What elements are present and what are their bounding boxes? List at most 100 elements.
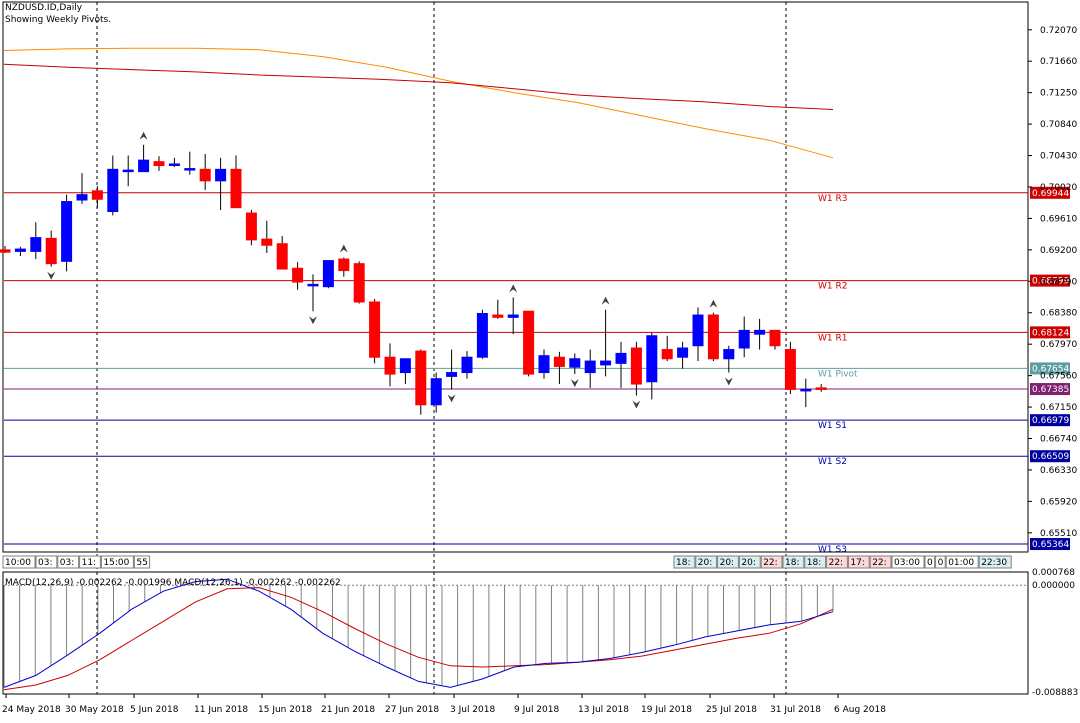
fractal-up-arrow <box>339 244 348 253</box>
macd-signal-line <box>3 587 834 691</box>
candle-body <box>369 301 381 358</box>
candle-body <box>461 356 473 374</box>
candle-body <box>153 161 165 167</box>
fractal-down-arrow <box>447 394 456 403</box>
time-tick-label: 31 Jul 2018 <box>770 705 821 715</box>
price-tick-label: 0.66740 <box>1040 435 1077 445</box>
price-tag <box>1030 362 1070 375</box>
session-box <box>935 555 946 569</box>
price-tick-label: 0.70020 <box>1040 183 1077 193</box>
session-box-label: 20: <box>720 558 734 568</box>
candle-body <box>661 349 673 360</box>
price-tag-value: 0.66979 <box>1032 416 1069 426</box>
price-tag <box>1030 450 1070 463</box>
price-tag-value: 0.68799 <box>1032 277 1069 287</box>
session-box <box>978 555 1012 569</box>
price-tick-label: 0.65510 <box>1040 529 1077 539</box>
main-frame <box>2 1 1029 553</box>
candle-body <box>754 329 766 335</box>
candle-body <box>415 350 427 406</box>
session-box <box>869 555 892 569</box>
time-tick-label: 9 Jul 2018 <box>514 705 559 715</box>
session-box-label: 18: <box>676 558 690 568</box>
symbol-title: NZDUSD.ID,Daily <box>5 3 83 13</box>
time-tick-label: 5 Jun 2018 <box>130 705 179 715</box>
fractal-up-arrow <box>709 299 718 308</box>
candle-body <box>14 248 26 252</box>
ma-slow-line <box>3 63 834 110</box>
session-box <box>673 555 696 569</box>
candle-body <box>399 358 411 374</box>
session-box <box>847 555 870 569</box>
session-box <box>891 555 925 569</box>
candles <box>0 144 827 415</box>
price-tick-label: 0.67560 <box>1040 372 1077 382</box>
session-box-label: 0 <box>938 558 944 568</box>
ma-fast-line <box>3 47 834 159</box>
candle-body <box>815 387 827 390</box>
session-box <box>133 555 151 569</box>
candle-body <box>230 168 242 209</box>
session-box <box>804 555 827 569</box>
candle-body <box>292 267 304 283</box>
pivot-label: W1 S2 <box>818 457 847 467</box>
price-tick-label: 0.70430 <box>1040 152 1077 162</box>
price-tag <box>1030 326 1070 339</box>
macd-tick-label: 0.000000 <box>1032 581 1075 591</box>
time-tick-label: 24 May 2018 <box>2 705 61 715</box>
session-box <box>695 555 718 569</box>
session-box-label: 01:00 <box>948 558 974 568</box>
session-box-label: 17: <box>850 558 864 568</box>
price-tick-label: 0.68380 <box>1040 309 1077 319</box>
candle-body <box>476 313 488 358</box>
price-tag <box>1030 274 1070 287</box>
price-tag-value: 0.67654 <box>1032 364 1069 374</box>
price-axis: 0.72070 0.71660 0.71250 0.70840 0.70430 0.700… <box>1028 26 1077 539</box>
candle-body <box>122 169 134 173</box>
candle-body <box>307 283 319 287</box>
session-box-label: 22: <box>763 558 777 568</box>
price-tick-label: 0.67150 <box>1040 403 1077 413</box>
time-tick-label: 21 Jun 2018 <box>321 705 375 715</box>
session-box-label: 0 <box>927 558 933 568</box>
candle-body <box>199 168 211 182</box>
session-box <box>924 555 936 569</box>
candle-body <box>107 168 119 213</box>
session-box-label: 03: <box>38 558 52 568</box>
candle-body <box>492 314 504 318</box>
candle-body <box>600 360 612 366</box>
candle-body <box>630 347 642 385</box>
session-box-label: 22: <box>829 558 843 568</box>
time-tick-label: 6 Aug 2018 <box>834 705 886 715</box>
session-box <box>79 555 101 569</box>
session-box <box>738 555 761 569</box>
fractal-up-arrow <box>509 284 518 293</box>
price-tag-value: 0.67385 <box>1032 385 1069 395</box>
session-box-label: 18: <box>785 558 799 568</box>
candle-body <box>769 329 781 347</box>
session-box-label: 11: <box>82 558 96 568</box>
session-box-label: 22: <box>872 558 886 568</box>
candle-body <box>384 356 396 375</box>
price-tick-label: 0.65920 <box>1040 497 1077 507</box>
chart-grid <box>2 1 1029 695</box>
price-tick-label: 0.71250 <box>1040 89 1077 99</box>
session-box <box>826 555 848 569</box>
session-box <box>945 555 979 569</box>
macd-tick-label: -0.008883 <box>1032 688 1078 698</box>
candle-body <box>338 258 350 272</box>
price-tag-value: 0.68124 <box>1032 328 1069 338</box>
candle-body <box>569 358 581 368</box>
pivot-label: W1 S1 <box>818 421 847 431</box>
price-tick-label: 0.67970 <box>1040 340 1077 350</box>
session-box-label: 22:30 <box>981 558 1007 568</box>
pivot-label: W1 R1 <box>818 333 847 343</box>
fractal-up-arrow <box>601 296 610 305</box>
session-box <box>782 555 805 569</box>
session-box <box>100 555 134 569</box>
time-tick-label: 30 May 2018 <box>65 705 124 715</box>
price-tag <box>1030 186 1070 199</box>
price-tag-value: 0.66509 <box>1032 452 1069 462</box>
